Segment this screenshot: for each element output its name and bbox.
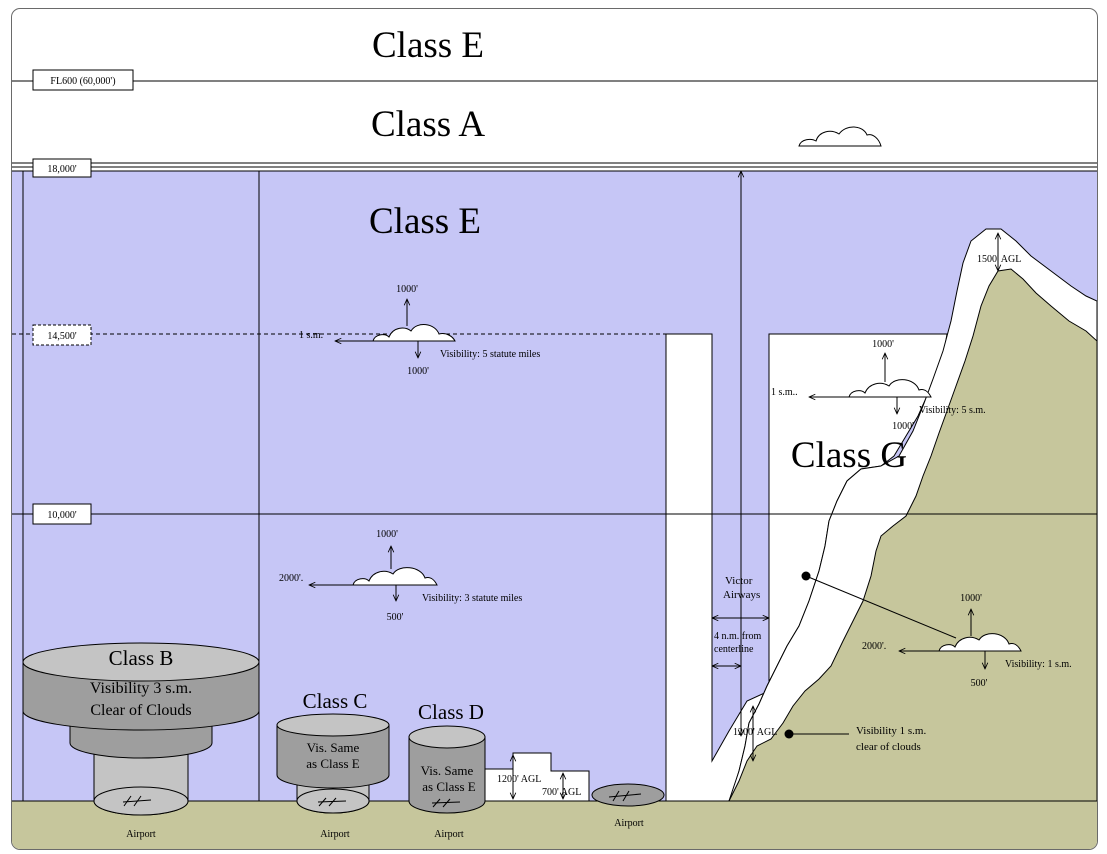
svg-text:Visibility: 3 statute miles: Visibility: 3 statute miles — [422, 593, 522, 604]
svg-text:1 s.m..: 1 s.m.. — [771, 387, 798, 398]
svg-text:Visibility: 5 s.m.: Visibility: 5 s.m. — [919, 405, 986, 416]
agl-1500-label: 1500' AGL — [977, 254, 1021, 265]
class-c-line1: Vis. Same — [307, 740, 360, 755]
svg-text:1000': 1000' — [407, 366, 429, 377]
class-g-label: Class G — [791, 435, 907, 476]
victor-label-1: Victor — [725, 575, 753, 587]
class-d-line2: as Class E — [422, 779, 476, 794]
svg-text:500': 500' — [387, 612, 404, 623]
class-c-airspace: Class C Vis. Same as Class E Airport — [276, 689, 390, 840]
svg-text:1000': 1000' — [960, 593, 982, 604]
alt-tag-10000: 10,000' — [32, 503, 92, 525]
class-b-airport-label: Airport — [126, 829, 156, 840]
svg-text:1000': 1000' — [892, 421, 914, 432]
vis-g-label-1: Visibility 1 s.m. — [856, 725, 926, 737]
class-d-airport-label: Airport — [434, 829, 464, 840]
svg-text:500': 500' — [971, 678, 988, 689]
nm-label-2: centerline — [714, 644, 754, 655]
class-d-label: Class D — [418, 700, 484, 724]
svg-text:18,000': 18,000' — [47, 164, 77, 175]
alt-tag-18000: 18,000' — [32, 158, 92, 178]
agl-1200-g-label: 1200' AGL — [733, 727, 777, 738]
class-a-label: Class A — [371, 104, 485, 145]
svg-text:14,500': 14,500' — [47, 331, 77, 342]
svg-text:1000': 1000' — [376, 529, 398, 540]
class-b-line1: Visibility 3 s.m. — [90, 680, 192, 697]
class-e-airport-label: Airport — [614, 818, 644, 829]
upper-e-cloud-group: 1000' 1 s.m. 1000' Visibility: 5 statute… — [299, 284, 540, 377]
vis-g-label-2: clear of clouds — [856, 741, 921, 753]
class-d-airspace: Class D Vis. Same as Class E Airport — [408, 700, 486, 840]
svg-text:1000': 1000' — [396, 284, 418, 295]
class-c-airport-label: Airport — [320, 829, 350, 840]
airspace-diagram-frame: FL600 (60,000') 18,000' 14,500' 10,000' … — [11, 8, 1098, 850]
svg-text:1200' AGL: 1200' AGL — [497, 774, 541, 785]
g-upper-cloud-group: 1000' 1 s.m.. 1000' Visibility: 5 s.m. — [771, 339, 986, 432]
class-c-label: Class C — [303, 689, 368, 713]
svg-text:Visibility: 1 s.m.: Visibility: 1 s.m. — [1005, 659, 1072, 670]
svg-text:1000': 1000' — [872, 339, 894, 350]
class-e-surface-steps: 1200' AGL 700' AGL — [484, 752, 590, 802]
class-e-airport: Airport — [591, 783, 665, 829]
ground — [12, 801, 1097, 849]
svg-text:10,000': 10,000' — [47, 510, 77, 521]
svg-text:2000'.: 2000'. — [862, 641, 886, 652]
class-b-airspace: Class B Visibility 3 s.m. Clear of Cloud… — [22, 642, 260, 840]
class-e-label: Class E — [369, 201, 481, 242]
svg-text:Visibility: 5 statute miles: Visibility: 5 statute miles — [440, 349, 540, 360]
mountain — [728, 268, 1097, 802]
alt-tag-14500: 14,500' — [32, 324, 92, 346]
lower-e-cloud-group: 1000' 2000'. 500' Visibility: 3 statute … — [279, 529, 522, 623]
nm-label-1: 4 n.m. from — [714, 631, 761, 642]
svg-text:2000'.: 2000'. — [279, 573, 303, 584]
class-a-cloud — [798, 126, 882, 147]
alt-tag-fl600: FL600 (60,000') — [32, 69, 134, 91]
class-c-line2: as Class E — [306, 756, 360, 771]
victor-label-2: Airways — [723, 589, 760, 601]
g-lower-cloud-group: 1000' 2000'. 500' Visibility: 1 s.m. — [862, 593, 1072, 689]
class-e-top-label: Class E — [372, 25, 484, 66]
svg-text:FL600 (60,000'): FL600 (60,000') — [50, 76, 115, 87]
class-d-line1: Vis. Same — [421, 763, 474, 778]
svg-text:700' AGL: 700' AGL — [542, 787, 581, 798]
class-b-label: Class B — [109, 646, 174, 670]
airspace-diagram: FL600 (60,000') 18,000' 14,500' 10,000' … — [12, 25, 1097, 849]
class-b-line2: Clear of Clouds — [90, 702, 191, 719]
svg-text:1 s.m.: 1 s.m. — [299, 330, 323, 341]
